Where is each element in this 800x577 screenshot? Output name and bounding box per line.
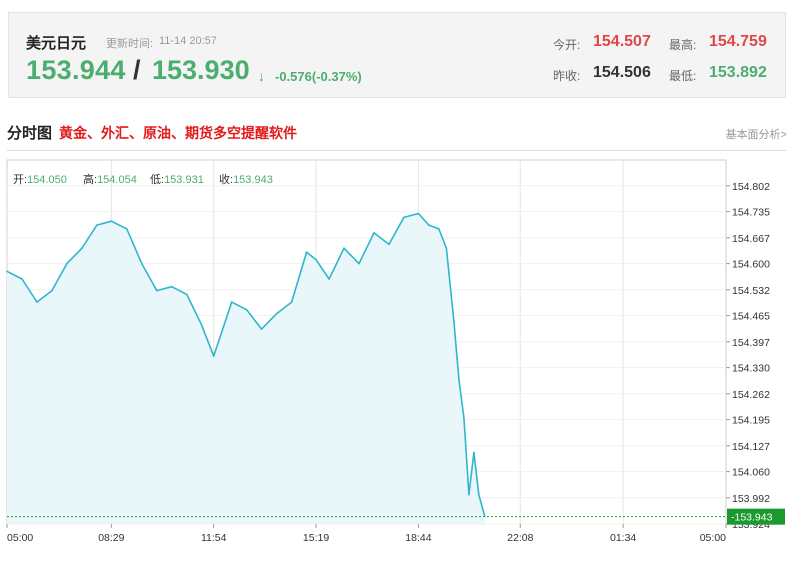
price-point [315,259,317,261]
y-tick-label: 154.195 [732,415,770,427]
section-title: 分时图 [7,125,53,142]
price-point [110,220,113,222]
x-tick-label: 22:08 [507,532,533,544]
y-tick-label: 154.060 [732,467,770,479]
price-point [96,224,98,226]
price-point [156,289,158,292]
ohlc-open: 开:154.050 [13,174,67,186]
low-label: 最低: [669,69,697,83]
price-change: -0.576(-0.37%) [275,69,362,84]
fundamental-analysis-link[interactable]: 基本面分析> [725,129,787,141]
price-point [445,247,448,249]
price-point [245,309,248,311]
price-point [388,243,390,246]
intraday-chart[interactable]: 154.802 154.735 154.667 154.600 154.532 154.4… [0,158,800,558]
promo-link[interactable]: 黄金、外汇、原油、期货多空提醒软件 [59,125,297,141]
price-point [81,247,83,249]
prev-close-value: 154.506 [593,64,651,81]
ohlc-label: 开: [13,174,27,186]
ask-price: 153.930 [152,55,250,85]
price-point [186,293,188,296]
price-point [468,493,470,496]
y-tick-label: 154.667 [732,233,770,245]
ohlc-label: 收: [219,172,233,186]
open-label: 今开: [553,38,581,52]
price-point [171,285,173,288]
x-tick-label: 11:54 [201,532,227,544]
price-point [290,301,293,303]
y-tick-label: 154.127 [732,441,770,453]
price-point [373,232,375,234]
price-point [473,451,475,454]
price-point [417,212,420,215]
update-time-value: 11-14 20:57 [159,35,217,47]
y-tick-label: 154.330 [732,363,770,375]
price-point [458,378,460,380]
price-point [141,262,143,265]
y-tick-label: 154.600 [732,259,770,271]
price-point [212,355,215,357]
down-arrow-icon: ↓ [258,68,265,84]
price-point [275,312,278,315]
ohlc-high: 高:154.054 [83,172,137,186]
ohlc-low: 低:153.931 [150,173,204,186]
price-point [484,515,486,518]
price-point [453,320,455,323]
ohlc-label: 低: [150,173,164,186]
prev-close-label: 昨收: [553,69,581,83]
symbol-name: 美元日元 [26,35,87,52]
ohlc-close: 收:153.943 [219,172,273,186]
x-tick-label: 01:34 [610,532,636,544]
price-point [66,262,68,265]
x-tick-label: 15:19 [303,532,329,544]
x-tick-label: 08:29 [98,532,124,544]
x-tick-label: 05:00 [7,532,33,544]
ohlc-value: 153.931 [164,174,204,186]
last-price: 153.944 [26,55,126,85]
price-point [126,228,128,230]
ohlc-value: 154.054 [97,174,137,186]
high-label: 最高: [669,38,697,52]
price-point [200,324,203,326]
price-point [343,247,345,249]
x-tick-label: 18:44 [405,532,431,544]
price-point [403,216,405,219]
price-point [36,301,38,303]
price-point [358,262,360,265]
price-point [21,278,23,280]
price-point [328,278,330,280]
price-separator: / [133,55,141,85]
y-tick-label: 154.397 [732,337,770,349]
price-point [463,416,465,419]
price-point [260,328,263,330]
price-point [438,228,440,230]
price-point [428,224,430,226]
low-value: 153.892 [709,64,767,81]
price-point [6,270,8,273]
current-price-marker [727,508,785,525]
y-tick-label: 153.992 [732,493,770,505]
y-tick-label: 154.262 [732,389,770,401]
quote-panel: 美元日元 更新时间: 11-14 20:57 153.944 / 153.930… [8,12,786,98]
price-point [305,251,308,253]
ohlc-value: 154.050 [27,174,67,186]
price-point [230,301,233,303]
ohlc-label: 高: [83,172,97,186]
open-value: 154.507 [593,33,651,50]
update-time-label: 更新时间: [106,38,154,50]
x-tick-label: 05:00 [700,532,726,544]
y-tick-label: 154.532 [732,285,770,297]
y-tick-label: 154.802 [732,181,770,193]
price-area-fill [7,213,485,524]
current-price-label: -153.943 [731,512,773,524]
price-point [478,493,480,496]
high-value: 154.759 [709,33,767,50]
y-tick-label: 154.735 [732,207,770,219]
price-point [51,289,53,292]
ohlc-value: 153.943 [233,174,273,186]
title-divider [7,150,786,151]
y-tick-label: 154.465 [732,311,770,323]
